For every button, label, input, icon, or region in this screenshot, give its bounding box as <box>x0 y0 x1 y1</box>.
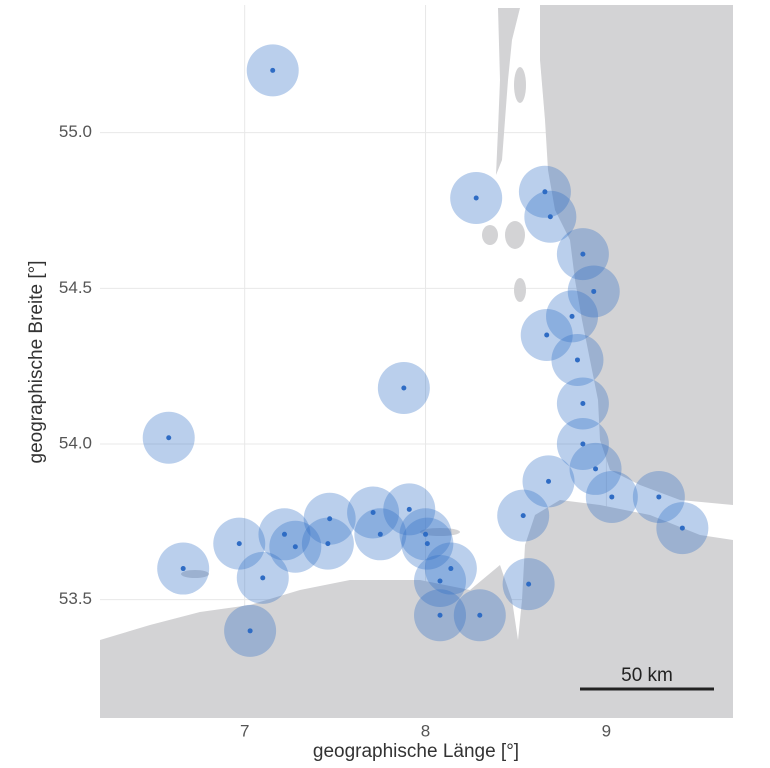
station-point <box>580 251 586 257</box>
station-point <box>520 513 526 519</box>
y-tick-label: 54.0 <box>59 433 92 452</box>
station-point <box>401 385 407 391</box>
station-point <box>437 612 443 618</box>
island <box>420 528 460 536</box>
station-point <box>546 478 552 484</box>
station-point <box>370 510 376 516</box>
x-axis-label: geographische Länge [°] <box>313 741 519 762</box>
station-point <box>574 357 580 363</box>
station-point <box>424 541 430 547</box>
island <box>482 225 498 245</box>
station-point <box>281 531 287 537</box>
station-point <box>591 288 597 294</box>
island <box>680 180 700 190</box>
station-point <box>247 628 253 634</box>
land <box>100 5 733 718</box>
scale-bar-label: 50 km <box>621 665 673 686</box>
land-south <box>100 500 733 718</box>
x-tick-label: 9 <box>602 721 611 740</box>
station-point <box>473 195 479 201</box>
island <box>514 67 526 103</box>
station-point <box>544 332 550 338</box>
station-point <box>292 544 298 550</box>
station-point <box>325 541 331 547</box>
station-point <box>327 516 333 522</box>
station-point <box>656 494 662 500</box>
station-point <box>593 466 599 472</box>
station-point <box>236 541 242 547</box>
y-axis-label: geographische Breite [°] <box>26 261 47 464</box>
station-point <box>580 441 586 447</box>
station-point <box>679 525 685 531</box>
station-point <box>166 435 172 441</box>
station-point <box>580 401 586 407</box>
station-point <box>542 189 548 195</box>
island <box>496 8 520 175</box>
y-tick-label: 53.5 <box>59 589 92 608</box>
station-point <box>406 506 412 512</box>
y-tick-label: 54.5 <box>59 278 92 297</box>
island <box>514 278 526 302</box>
station-point <box>260 575 266 581</box>
x-tick-label: 7 <box>240 721 249 740</box>
station-point <box>477 612 483 618</box>
station-point <box>270 67 276 73</box>
station-point <box>377 531 383 537</box>
station-point <box>180 566 186 572</box>
station-point <box>423 531 429 537</box>
island <box>181 570 209 578</box>
y-tick-label: 55.0 <box>59 122 92 141</box>
station-point <box>437 578 443 584</box>
x-tick-label: 8 <box>421 721 430 740</box>
station-point <box>609 494 615 500</box>
island <box>505 221 525 249</box>
station-point <box>547 214 553 220</box>
station-point <box>569 313 575 319</box>
station-point <box>526 581 532 587</box>
station-point <box>448 566 454 572</box>
land-north <box>540 5 733 505</box>
